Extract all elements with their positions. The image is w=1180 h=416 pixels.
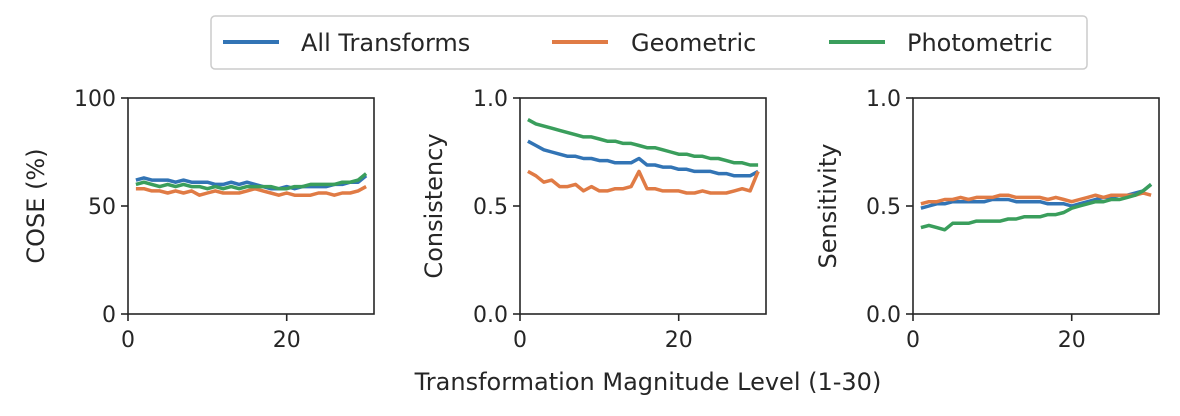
ytick-label-sensitivity: 0.5: [866, 195, 901, 220]
xtick-label-cose: 0: [121, 328, 135, 353]
ytick-label-cose: 0: [102, 303, 116, 328]
ytick-label-sensitivity: 1.0: [866, 87, 901, 112]
series-line-cose-geometric: [135, 185, 367, 197]
figure-xlabel: Transformation Magnitude Level (1-30): [414, 368, 882, 396]
legend-label-geometric: Geometric: [631, 29, 756, 57]
xtick-label-sensitivity: 0: [906, 328, 920, 353]
ticks-consistency: 0.0 0.5 1.0 0 20: [473, 87, 693, 353]
ytick-label-consistency: 0.0: [473, 303, 508, 328]
panel-consistency: 0.0 0.5 1.0 0 20 Consistency: [420, 87, 767, 353]
ylabel-sensitivity: Sensitivity: [814, 144, 842, 269]
ticks-cose: 0 50 100 0 20: [74, 87, 301, 353]
series-line-sensitivity-geometric: [920, 191, 1152, 206]
legend-frame: [210, 15, 1088, 70]
series-line-sensitivity-photometric: [920, 183, 1153, 232]
lines-cose: [135, 172, 368, 197]
axes-frame-sensitivity: [912, 97, 1160, 315]
panel-cose: 0 50 100 0 20 COSE (%): [22, 87, 375, 353]
legend-label-all-transforms: All Transforms: [301, 29, 470, 57]
lines-sensitivity: [920, 183, 1153, 232]
ytick-label-cose: 100: [74, 87, 116, 112]
ylabel-cose: COSE (%): [22, 148, 50, 263]
series-line-consistency-all-transforms: [527, 139, 759, 178]
ylabel-consistency: Consistency: [420, 133, 448, 278]
series-line-consistency-geometric: [527, 169, 760, 195]
ytick-label-consistency: 0.5: [473, 195, 508, 220]
legend: All Transforms Geometric Photometric: [210, 15, 1088, 70]
ytick-label-sensitivity: 0.0: [866, 303, 901, 328]
series-line-consistency-photometric: [527, 118, 759, 167]
series-line-cose-all-transforms: [135, 174, 368, 191]
ytick-label-cose: 50: [88, 195, 116, 220]
xtick-label-sensitivity: 20: [1058, 328, 1086, 353]
series-line-sensitivity-all-transforms: [920, 183, 1153, 210]
legend-label-photometric: Photometric: [907, 29, 1053, 57]
series-line-cose-photometric: [135, 172, 368, 191]
xtick-label-consistency: 0: [513, 328, 527, 353]
axes-frame-cose: [127, 97, 375, 315]
xtick-label-cose: 20: [273, 328, 301, 353]
lines-consistency: [527, 118, 760, 195]
ytick-label-consistency: 1.0: [473, 87, 508, 112]
panel-sensitivity: 0.0 0.5 1.0 0 20 Sensitivity: [814, 87, 1160, 353]
ticks-sensitivity: 0.0 0.5 1.0 0 20: [866, 87, 1086, 353]
xtick-label-consistency: 20: [665, 328, 693, 353]
